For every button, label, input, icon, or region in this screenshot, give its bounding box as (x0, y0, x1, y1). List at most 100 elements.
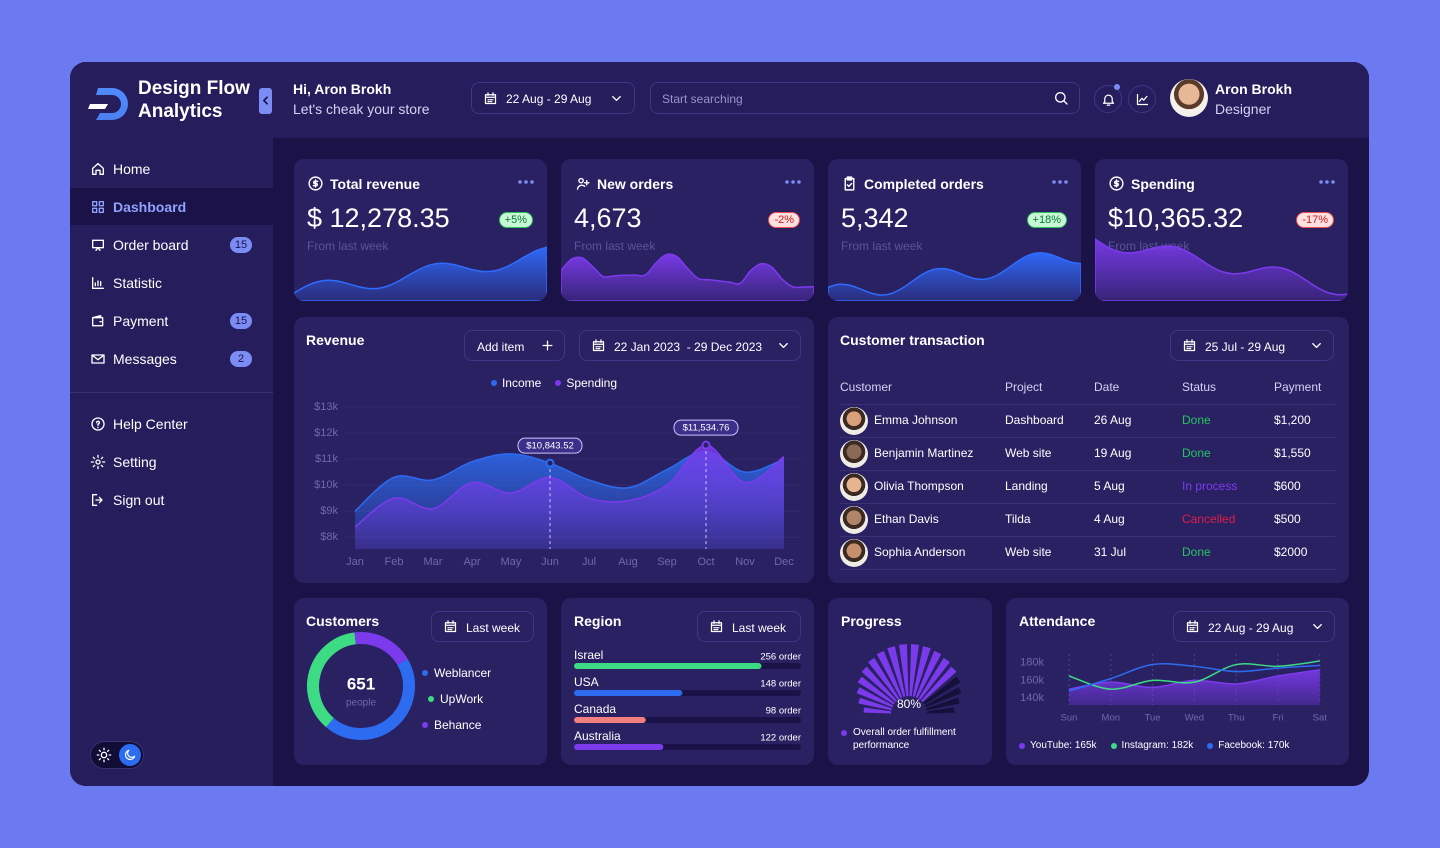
bar (574, 690, 683, 696)
stat-card: Spending $10,365.32 -17% From last week (1095, 159, 1348, 301)
row-divider (840, 569, 1335, 570)
collapse-button[interactable] (259, 88, 272, 114)
nav-item[interactable]: Order board 15 (70, 226, 273, 263)
revenue-chart: $8k $9k $10k $11k $12k $13k Jan Feb Mar Apr May Jun… (314, 401, 801, 568)
progress-card: Progress 80% Overall order fulfillment per… (828, 598, 992, 765)
button[interactable]: 22 Aug - 29 Aug (1173, 611, 1335, 642)
icon-path (1055, 92, 1068, 105)
x-tick-label: Thu (1228, 713, 1244, 724)
header: Hi, Aron Brokh Let's cheak your store 22 A… (273, 62, 1369, 138)
more-menu (785, 180, 801, 184)
button[interactable]: Last week (431, 611, 534, 642)
dot (530, 180, 534, 184)
progress-value (856, 644, 957, 714)
attendance-chart: 140k 160k 180k Sun Mon Tue Wed Thu Fri Sat (1020, 654, 1327, 724)
button-label: Last week (732, 621, 787, 635)
date-range: 22 Aug - 29 Aug (506, 92, 592, 106)
card-title: Customer transaction (840, 332, 985, 348)
table-cell: Done (1182, 413, 1211, 427)
legend-dot (490, 380, 497, 386)
y-tick-label: $11k (315, 453, 339, 465)
icon-path (92, 201, 104, 213)
customers-card: Customers Last week 651 people Weblancer UpWo… (294, 598, 547, 765)
nav-item[interactable]: Messages 2 (70, 340, 273, 377)
column-header: Customer (840, 380, 893, 394)
calendar-icon (484, 92, 497, 105)
nav-icon (92, 239, 104, 251)
card-title: Attendance (1019, 613, 1096, 629)
divider (70, 392, 273, 393)
row-divider (840, 437, 1335, 438)
table-cell: 26 Aug (1094, 413, 1132, 427)
row-divider (840, 536, 1335, 537)
table-cell: Tilda (1005, 512, 1031, 526)
icon-path (91, 417, 105, 431)
legend-label: Spending (566, 376, 618, 390)
stat-change: +18% (1026, 212, 1067, 228)
icon-path (592, 339, 605, 352)
column-header: Payment (1274, 380, 1322, 394)
stat-note: From last week (841, 239, 923, 253)
date-picker[interactable]: 22 Aug - 29 Aug (471, 82, 635, 114)
stat-icon (576, 177, 590, 190)
sparkline (1095, 238, 1348, 301)
legend-item: Facebook: 170k (1207, 740, 1289, 751)
nav-icon (92, 201, 104, 213)
x-tick-label: Jun (541, 556, 559, 568)
table-cell: $2000 (1274, 545, 1308, 559)
nav-item[interactable]: Home (70, 150, 273, 187)
nav-label: Dashboard (113, 199, 187, 215)
dot (1052, 180, 1056, 184)
donut-total-label: people (346, 698, 376, 709)
bar-value-label: 122 order (760, 733, 801, 744)
revenue-card: Revenue Add item 22 Jan 2023 - 29 Dec 2023… (294, 317, 814, 583)
moon-button[interactable] (119, 744, 141, 766)
logo-swoosh (88, 104, 108, 109)
calendar-icon (1186, 620, 1199, 633)
progress-wedge (898, 644, 909, 697)
chevron-left (263, 96, 268, 105)
donut-total: 651 (347, 674, 375, 693)
x-tick-label: Jan (346, 556, 364, 568)
search-box[interactable]: Start searching (650, 82, 1080, 114)
button[interactable]: 22 Jan 2023 - 29 Dec 2023 (579, 330, 801, 361)
brand-name: Design Flow Analytics (138, 78, 250, 122)
table-cell: $600 (1274, 479, 1301, 493)
card-title: Progress (841, 613, 902, 629)
area-fill (355, 445, 784, 549)
user-avatar[interactable] (1170, 79, 1208, 117)
button[interactable]: 25 Jul - 29 Aug (1170, 330, 1334, 361)
nav-item[interactable]: Dashboard (70, 188, 273, 225)
button[interactable]: Last week (697, 611, 801, 642)
greeting-subtitle: Let's cheak your store (293, 101, 430, 117)
nav-item[interactable]: Setting (70, 443, 273, 480)
table-cell: $1,550 (1274, 446, 1311, 460)
dot (1319, 180, 1323, 184)
notifications[interactable] (1094, 84, 1122, 113)
icon-path (779, 343, 788, 348)
legend-label: Facebook: 170k (1218, 740, 1290, 751)
logo (88, 88, 128, 120)
table-cell: 5 Aug (1094, 479, 1125, 493)
nav-item[interactable]: Statistic (70, 264, 273, 301)
nav-item[interactable]: Sign out (70, 481, 273, 518)
icon-path (92, 494, 103, 506)
calendar-icon (710, 620, 723, 633)
more-menu (518, 180, 534, 184)
table-cell: In process (1182, 479, 1238, 493)
calendar-icon (1183, 339, 1196, 352)
legend-item: Income (490, 376, 541, 390)
icon-path (1313, 624, 1322, 629)
icon-path (844, 176, 855, 191)
table-cell: Web site (1005, 545, 1052, 559)
progress-wedge (887, 646, 906, 697)
donut-segment (326, 659, 415, 740)
button[interactable]: Add item (464, 330, 565, 361)
reports[interactable] (1128, 85, 1156, 113)
nav-item[interactable]: Help Center (70, 405, 273, 442)
x-tick-label: Sep (657, 556, 677, 568)
nav-item[interactable]: Payment 15 (70, 302, 273, 339)
bar-value-label: 256 order (760, 652, 801, 663)
theme-toggle[interactable] (90, 741, 144, 769)
